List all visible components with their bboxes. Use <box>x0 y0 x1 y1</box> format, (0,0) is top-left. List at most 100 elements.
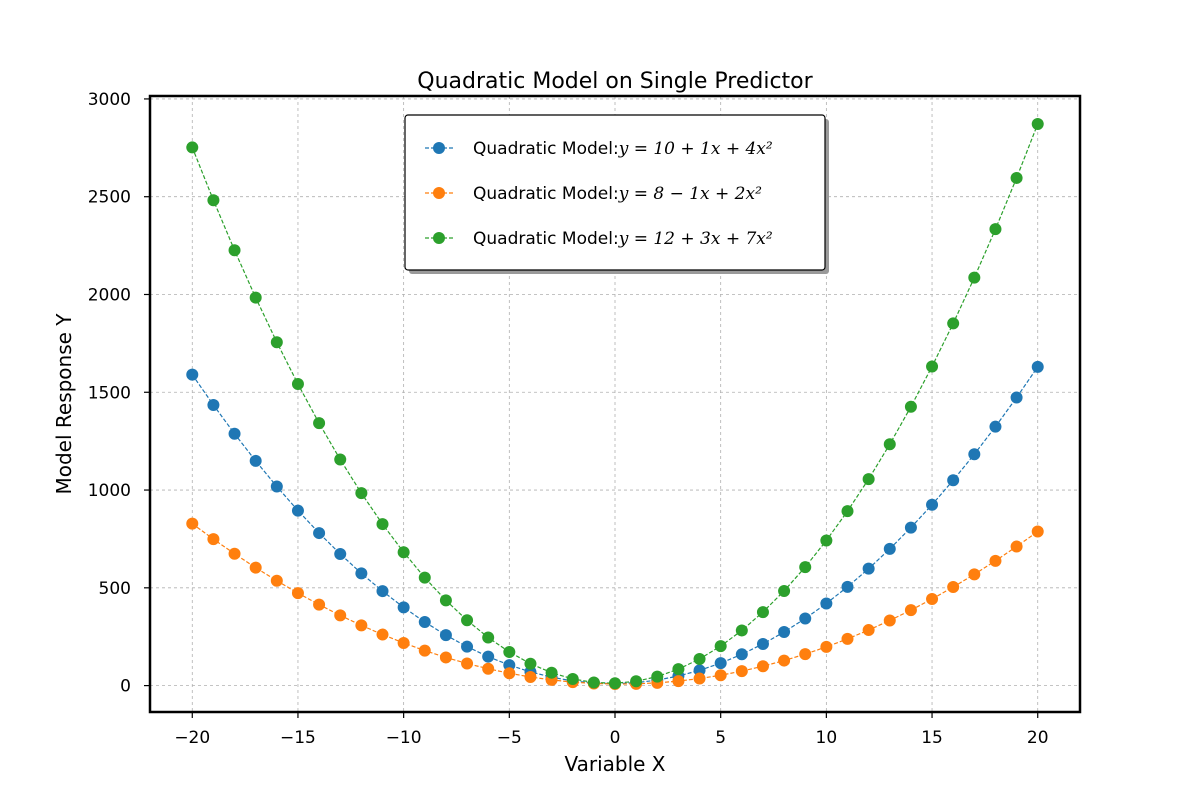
data-point <box>926 592 939 605</box>
legend-label-formula: y = 12 + 3x + 7x² <box>618 229 773 249</box>
data-point <box>207 194 220 207</box>
data-point <box>799 648 812 661</box>
data-point <box>461 657 474 670</box>
data-point <box>207 533 220 546</box>
data-point <box>334 547 347 560</box>
data-point <box>207 398 220 411</box>
data-point <box>228 427 241 440</box>
data-point <box>291 378 304 391</box>
y-tick-label: 3000 <box>88 90 131 110</box>
data-point <box>735 665 748 678</box>
data-point <box>376 628 389 641</box>
data-point <box>1031 117 1044 130</box>
data-point <box>1010 540 1023 553</box>
data-point <box>862 473 875 486</box>
series-2 <box>186 517 1044 691</box>
data-point <box>482 631 495 644</box>
data-point <box>968 568 981 581</box>
data-point <box>714 669 727 682</box>
data-point <box>291 504 304 517</box>
data-point <box>968 271 981 284</box>
data-point <box>186 368 199 381</box>
data-point <box>249 561 262 574</box>
data-point <box>862 624 875 637</box>
x-tick-label: 5 <box>715 728 726 748</box>
data-point <box>418 571 431 584</box>
legend-label: Quadratic Model:y = 10 + 1x + 4x² <box>473 139 773 159</box>
data-point <box>989 420 1002 433</box>
data-point <box>609 677 621 690</box>
data-point <box>186 517 199 530</box>
data-point <box>376 585 389 598</box>
legend-marker <box>433 142 445 154</box>
data-point <box>756 606 769 619</box>
data-point <box>693 653 706 666</box>
data-point <box>270 574 283 587</box>
y-tick-label: 500 <box>99 579 131 599</box>
data-point <box>672 663 685 676</box>
data-point <box>778 626 791 639</box>
legend-label-formula: y = 10 + 1x + 4x² <box>618 139 773 159</box>
data-point <box>376 518 389 531</box>
data-point <box>482 662 495 675</box>
data-point <box>883 542 896 555</box>
data-point <box>947 581 960 594</box>
data-point <box>714 657 727 670</box>
x-tick-label: −20 <box>174 728 210 748</box>
data-point <box>904 604 917 617</box>
data-point <box>778 584 791 597</box>
data-point <box>503 645 516 658</box>
x-tick-label: 20 <box>1027 728 1049 748</box>
data-point <box>313 417 326 430</box>
x-tick-label: −5 <box>497 728 522 748</box>
series-layer <box>186 117 1044 691</box>
y-axis-title: Model Response Y <box>52 313 76 495</box>
data-point <box>355 487 368 500</box>
legend-item-3: Quadratic Model:y = 12 + 3x + 7x² <box>425 229 773 249</box>
legend-label: Quadratic Model:y = 8 − 1x + 2x² <box>473 184 762 204</box>
data-point <box>461 640 474 653</box>
data-point <box>841 580 854 593</box>
data-point <box>799 612 812 625</box>
data-point <box>418 644 431 657</box>
x-axis: −20 −15 −10 −5 0 5 10 15 20 <box>174 712 1049 748</box>
data-point <box>989 223 1002 236</box>
data-point <box>799 561 812 574</box>
data-point <box>397 601 410 614</box>
data-point <box>883 614 896 627</box>
legend-label-formula: y = 8 − 1x + 2x² <box>618 184 762 204</box>
data-point <box>439 594 452 607</box>
data-point <box>968 448 981 461</box>
legend: Quadratic Model:y = 10 + 1x + 4x²Quadrat… <box>404 114 829 274</box>
series-3 <box>186 117 1044 690</box>
legend-item-1: Quadratic Model:y = 10 + 1x + 4x² <box>425 139 773 159</box>
data-point <box>482 650 495 663</box>
data-point <box>334 453 347 466</box>
data-point <box>735 648 748 661</box>
data-point <box>186 141 199 154</box>
data-point <box>947 474 960 487</box>
chart-title: Quadratic Model on Single Predictor <box>417 69 813 94</box>
data-point <box>841 632 854 645</box>
y-tick-label: 0 <box>120 677 131 697</box>
data-point <box>820 597 833 610</box>
data-point <box>291 587 304 600</box>
data-point <box>503 667 516 680</box>
data-point <box>756 660 769 673</box>
data-point <box>418 616 431 629</box>
data-point <box>926 498 939 511</box>
data-point <box>926 360 939 373</box>
data-point <box>313 598 326 611</box>
data-point <box>841 505 854 518</box>
legend-marker <box>433 187 445 199</box>
data-point <box>439 651 452 664</box>
y-axis: 0 500 1000 1500 2000 2500 3000 <box>88 90 150 697</box>
y-tick-label: 2500 <box>88 188 131 208</box>
data-point <box>1031 360 1044 373</box>
legend-label-name: Quadratic Model: <box>473 229 619 249</box>
data-point <box>439 629 452 642</box>
data-point <box>1010 391 1023 404</box>
legend-box <box>404 114 826 271</box>
data-point <box>820 640 833 653</box>
